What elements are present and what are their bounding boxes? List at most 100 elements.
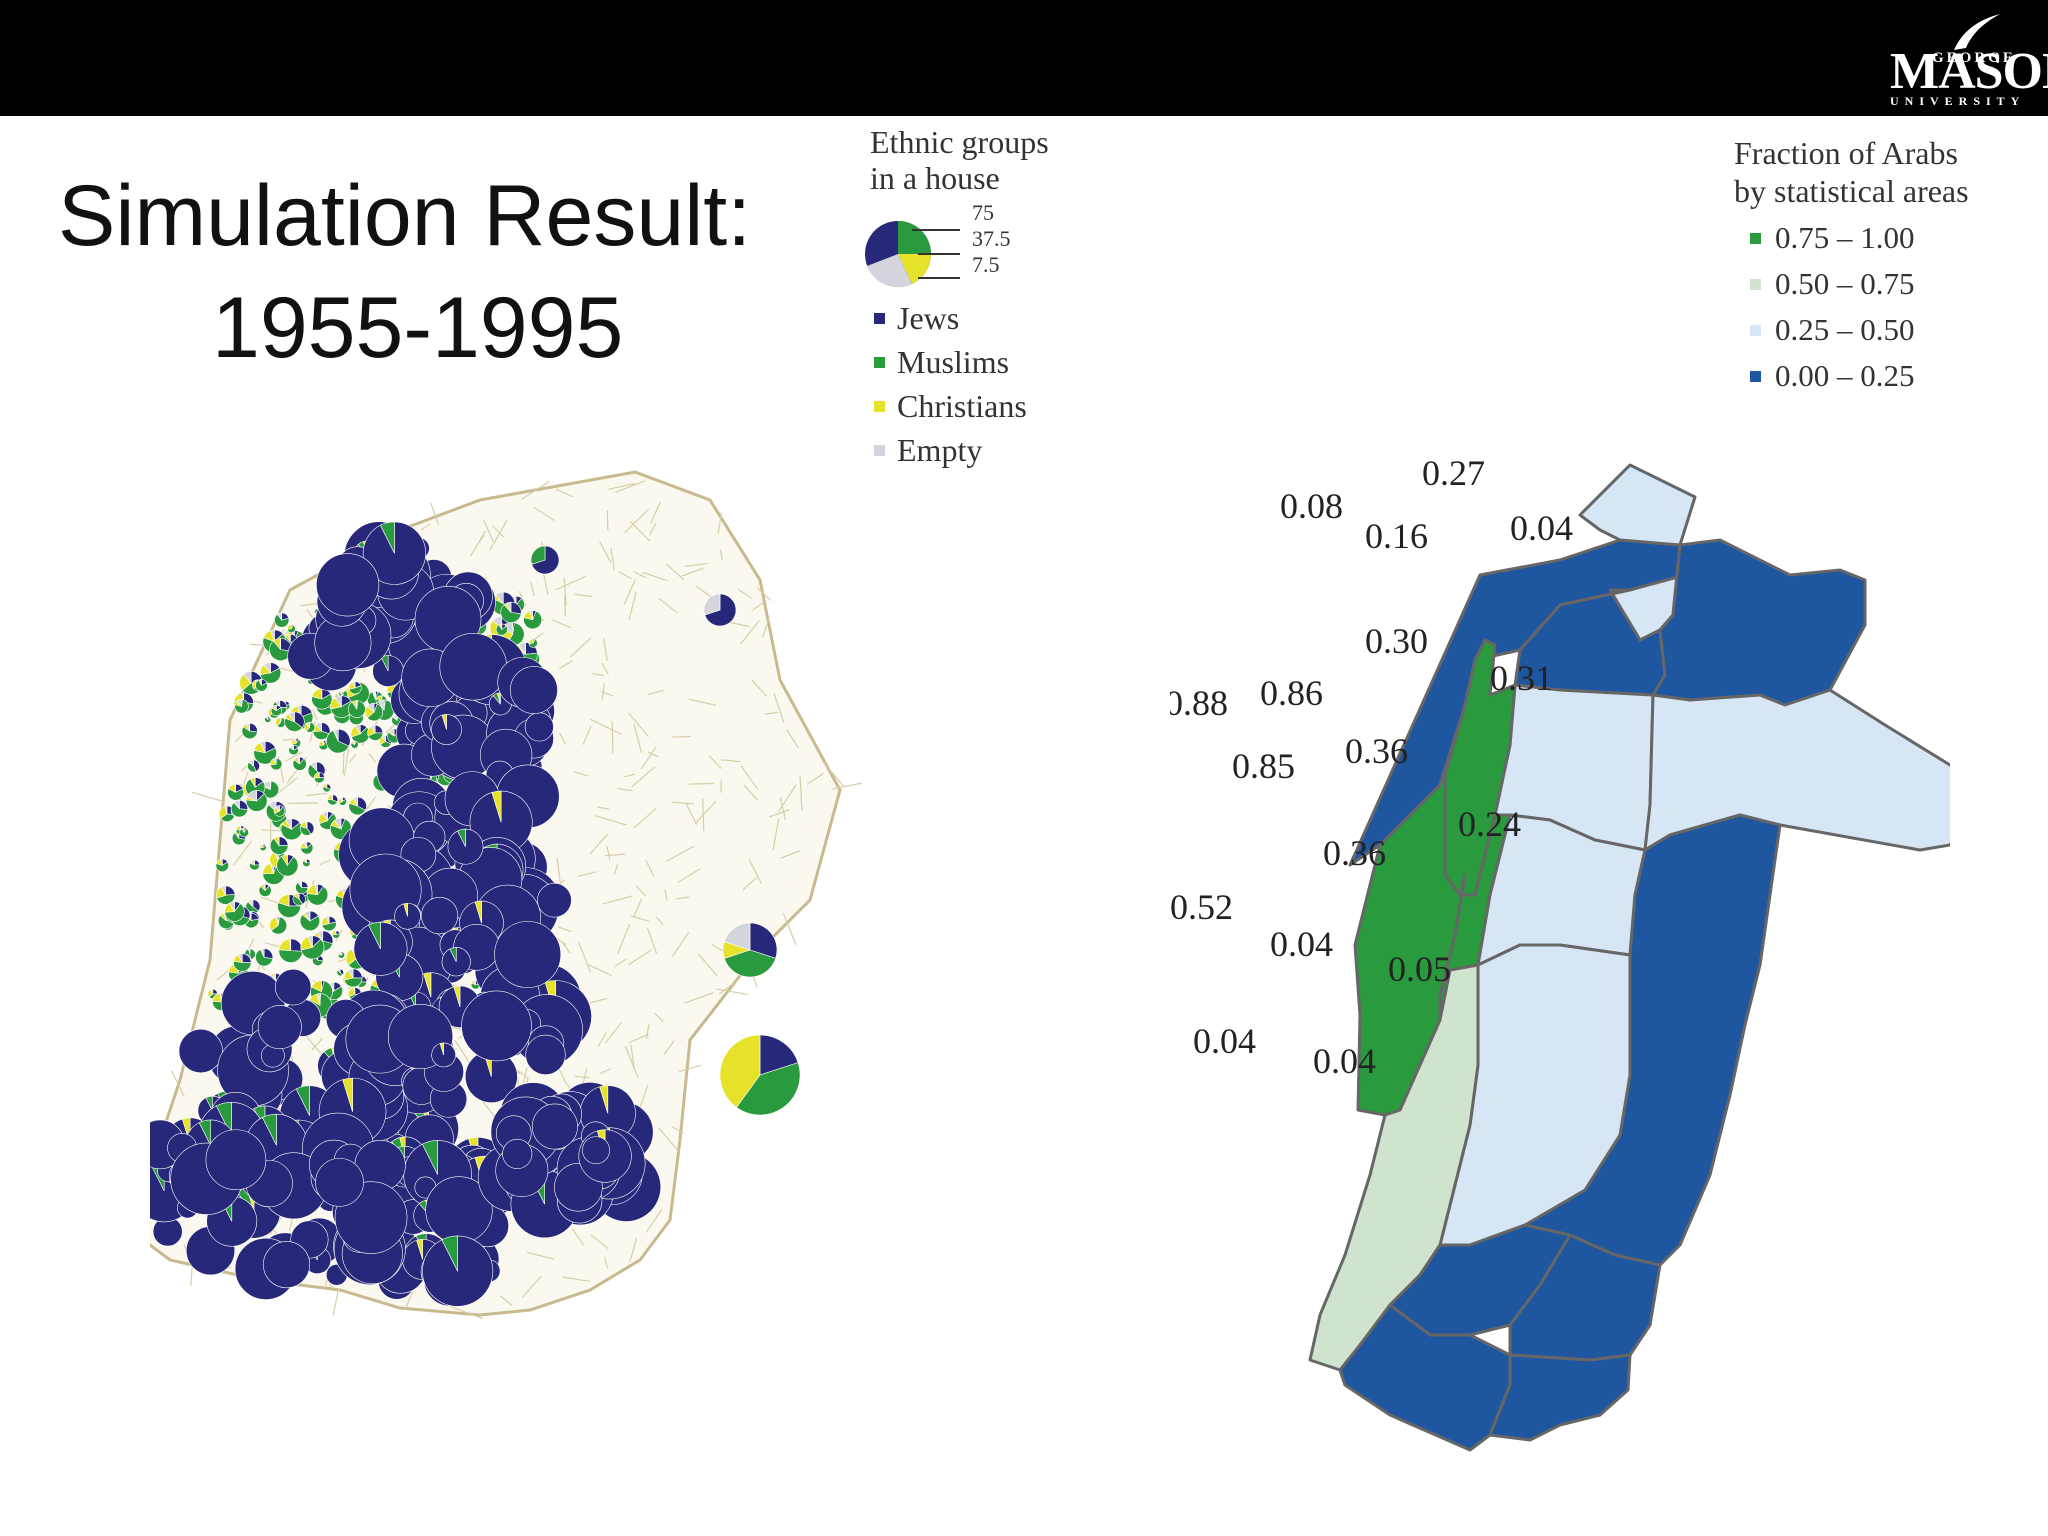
pie-slice (337, 968, 341, 974)
network-edge (630, 1044, 635, 1069)
area-value-a5: 0.30 (1365, 621, 1428, 661)
pie-slice (303, 841, 308, 849)
network-edge (596, 806, 610, 810)
logo-flame-icon (1954, 14, 2000, 50)
network-edge (614, 958, 627, 967)
network-edge (312, 709, 318, 721)
area-value-a8: 0.86 (1260, 673, 1323, 713)
house-pie (292, 892, 306, 906)
area-value-a14: 0.04 (1270, 924, 1333, 964)
network-edge (610, 547, 616, 571)
legend-item-jews: Jews (874, 300, 959, 337)
pie-slice (473, 979, 476, 985)
house-pie (234, 699, 249, 714)
pie-slice (263, 883, 266, 891)
pie-slice (264, 716, 272, 723)
pie-slice (260, 679, 262, 686)
pie-slice (178, 1028, 223, 1074)
pie-slice (531, 1103, 578, 1150)
pie-slice (233, 800, 240, 810)
house-pie (348, 700, 366, 718)
house-pie (278, 938, 303, 963)
pie-slice (316, 993, 321, 1006)
range-label: 0.25 – 0.50 (1775, 312, 1915, 347)
pie-slice (253, 747, 277, 765)
network-edge (615, 480, 646, 493)
network-edge (694, 801, 717, 824)
network-edge (684, 562, 709, 568)
house-pie (530, 545, 560, 575)
network-edge (647, 751, 659, 758)
pie-slice (517, 642, 526, 656)
area-value-a3: 0.16 (1365, 516, 1428, 556)
network-edge (671, 1126, 685, 1135)
network-edge (623, 579, 637, 605)
pie-slice (246, 790, 257, 802)
pie-slice (537, 882, 572, 918)
house-pie (348, 681, 362, 695)
pie-slice (198, 1119, 212, 1146)
area-value-a12: 0.36 (1323, 833, 1386, 873)
house-pie (336, 968, 344, 977)
house-pie (215, 858, 229, 873)
pie-slice (416, 1239, 423, 1260)
network-edge (521, 480, 551, 500)
pie-slice (326, 729, 350, 754)
pie-slice (249, 862, 260, 871)
pie-slice (314, 883, 318, 895)
area-a17 (1488, 1353, 1632, 1442)
pie-slice (352, 681, 356, 688)
network-edge (762, 616, 770, 638)
house-pie (348, 796, 367, 816)
network-edge (617, 923, 631, 954)
pie-slice (749, 922, 778, 959)
pie-slice (224, 805, 228, 814)
pie-slice (423, 972, 432, 998)
legend-range-1: 0.75 – 1.00 (1750, 220, 1915, 256)
area-a6 (1643, 688, 1950, 852)
network-edge (542, 571, 549, 595)
house-pie (304, 721, 315, 733)
pie-slice (273, 704, 277, 711)
pie-slice (224, 903, 245, 922)
house-pie (178, 1028, 223, 1074)
network-edge (666, 563, 685, 581)
house-pie (255, 679, 268, 692)
network-edge (665, 845, 695, 863)
house-pie (255, 948, 274, 967)
network-edge (799, 776, 803, 811)
network-edge (624, 773, 635, 778)
network-edge (628, 949, 653, 966)
pie-slice (441, 947, 471, 977)
network-edge (606, 845, 611, 860)
network-edge (772, 818, 780, 851)
network-edge (574, 1075, 590, 1079)
house-pie (274, 968, 312, 1006)
house-pie (269, 916, 288, 935)
pie-slice (215, 861, 229, 873)
network-edge (688, 698, 716, 706)
pie-slice (270, 629, 275, 642)
pie-slice (506, 601, 512, 613)
pie-slice (292, 895, 304, 906)
range-label: 0.00 – 0.25 (1775, 358, 1915, 393)
legend-item-label: Empty (897, 432, 983, 468)
house-pie (311, 688, 333, 710)
network-edge (602, 895, 633, 905)
house-pie (307, 761, 326, 780)
house-pie (276, 854, 299, 877)
house-pie (253, 741, 277, 765)
house-pie (372, 655, 404, 687)
pie-slice (210, 988, 214, 995)
legend-right-title: Fraction of Arabs by statistical areas (1734, 134, 1969, 210)
network-edge (832, 782, 863, 790)
pie-slice (439, 632, 507, 701)
pie-slice (333, 817, 342, 830)
house-pie (264, 716, 272, 723)
house-pie (431, 1042, 456, 1068)
house-pie (247, 759, 260, 773)
pie-slice (276, 855, 299, 877)
network-edge (559, 660, 574, 669)
network-edge (192, 791, 226, 803)
house-pie (321, 915, 337, 932)
